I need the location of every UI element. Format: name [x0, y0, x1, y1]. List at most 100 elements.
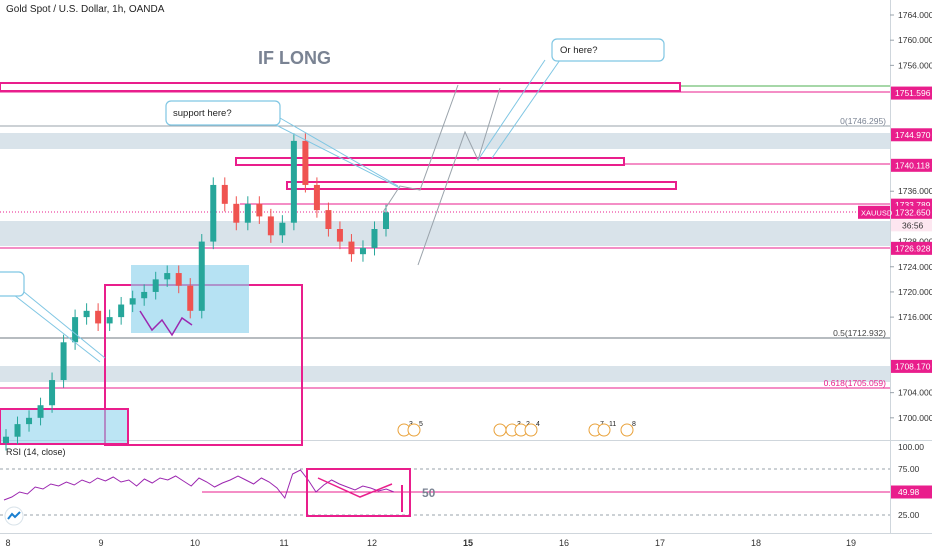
price-badge-text: 1732.650 [895, 207, 931, 217]
candle-body[interactable] [129, 298, 136, 305]
price-tick-label: 1720.000 [898, 287, 932, 297]
candle-body[interactable] [290, 140, 297, 223]
event-flag-icon[interactable] [493, 423, 507, 437]
candle-body[interactable] [371, 229, 378, 248]
price-axis[interactable]: 1764.000 1760.000 1756.000 1736.000 1724.000… [890, 10, 932, 423]
price-badge [891, 241, 932, 255]
rsi-50-annotation: 50 [422, 486, 436, 500]
event-count: 5 [419, 421, 423, 428]
event-flag-icon[interactable] [407, 423, 421, 437]
resistance-box-1740[interactable] [235, 157, 625, 166]
candle-body[interactable] [313, 184, 320, 211]
support-callout-box[interactable] [165, 100, 281, 126]
rsi-axis[interactable]: 100.00 75.00 25.00 49.98 [891, 442, 932, 520]
candle-body[interactable] [49, 380, 56, 406]
projection-path-1[interactable] [382, 84, 459, 213]
candle-body[interactable] [359, 247, 366, 255]
rsi-box[interactable] [306, 468, 411, 517]
time-label: 16 [559, 538, 569, 548]
event-flag-icon[interactable] [524, 423, 538, 437]
resistance-box-top[interactable] [0, 82, 681, 92]
event-flag-icon[interactable] [620, 423, 634, 437]
candle-body[interactable] [3, 436, 9, 443]
left-callout-box[interactable] [0, 271, 25, 297]
time-axis[interactable]: 8 9 10 11 12 15 16 17 18 19 [5, 538, 856, 548]
countdown-text: 36:56 [902, 220, 924, 230]
chart-header-title: Gold Spot / U.S. Dollar, 1h, OANDA [6, 4, 165, 15]
event-count: 8 [632, 421, 636, 428]
resistance-zone[interactable] [0, 133, 890, 149]
price-badge [891, 128, 932, 142]
or-here-callout-box[interactable] [551, 38, 665, 62]
event-count: 11 [609, 421, 616, 428]
event-count: 4 [536, 421, 540, 428]
rsi-tick-label: 100.00 [898, 442, 924, 452]
rsi-box-trendline[interactable] [317, 477, 393, 498]
candle-body[interactable] [175, 273, 182, 286]
candle-body[interactable] [267, 216, 274, 236]
fib-0-label: 0(1746.295) [840, 116, 886, 126]
base-box[interactable] [0, 408, 129, 445]
candle-body[interactable] [60, 342, 67, 381]
price-tick-label: 1760.000 [898, 35, 932, 45]
price-tick-label: 1700.000 [898, 413, 932, 423]
candle-body[interactable] [244, 203, 251, 223]
price-badges: 1751.596 1744.970 1740.118 1733.7891732.650… [858, 86, 932, 373]
current-zone[interactable] [0, 221, 890, 246]
candle-body[interactable] [141, 291, 148, 299]
fib-0.5-label: 0.5(1712.932) [833, 328, 886, 338]
rsi-line[interactable] [3, 469, 395, 501]
time-label: 11 [279, 538, 288, 548]
time-label: 19 [846, 538, 856, 548]
candle-body[interactable] [348, 241, 355, 255]
candle-body[interactable] [279, 222, 286, 236]
rsi-pane[interactable] [0, 441, 890, 533]
pattern-zigzag[interactable] [139, 310, 193, 337]
candle-body[interactable] [72, 317, 79, 343]
candle-body[interactable] [325, 210, 332, 229]
tv-logo [4, 506, 24, 526]
projection-path-2[interactable] [417, 87, 501, 266]
candle-body[interactable] [164, 273, 171, 280]
time-label: 18 [751, 538, 761, 548]
candle-body[interactable] [302, 140, 309, 185]
resistance-box-1736[interactable] [286, 181, 677, 190]
candle-body[interactable] [152, 279, 159, 292]
candle-body[interactable] [106, 317, 113, 324]
time-label: 9 [98, 538, 103, 548]
candle-body[interactable] [336, 229, 343, 242]
candle-body[interactable] [221, 184, 228, 204]
candle-series[interactable] [3, 133, 389, 451]
candle-body[interactable] [383, 212, 389, 229]
candle-body[interactable] [118, 304, 125, 318]
support-callout-leader-a [279, 117, 399, 187]
support-zone[interactable] [0, 366, 890, 382]
candle-body[interactable] [210, 184, 217, 242]
candle-body[interactable] [187, 285, 194, 311]
price-badge-text: 1744.970 [895, 130, 931, 140]
or-here-leader-b [477, 59, 546, 161]
price-tick-label: 1728.000 [898, 237, 932, 247]
price-tick-label: 1736.000 [898, 186, 932, 196]
price-badge [891, 158, 932, 172]
candle-body[interactable] [95, 310, 102, 324]
price-badge-text: 1740.118 [895, 160, 930, 170]
candle-body[interactable] [26, 417, 33, 425]
candle-body[interactable] [83, 310, 90, 318]
candle-body[interactable] [37, 405, 44, 418]
event-badges[interactable]: 353247118 [397, 421, 636, 437]
or-here-callout-text: Or here? [560, 45, 598, 56]
candle-body[interactable] [233, 203, 240, 223]
price-badge-text: 1751.596 [895, 88, 931, 98]
price-badge [891, 359, 932, 373]
candle-body[interactable] [198, 241, 205, 311]
event-flag-icon[interactable] [597, 423, 611, 437]
symbol-tag-text: XAUUSD [861, 208, 893, 217]
price-tick-label: 1704.000 [898, 388, 932, 398]
candle-body[interactable] [14, 424, 21, 437]
candle-body[interactable] [256, 203, 263, 217]
or-here-leader-a [491, 59, 561, 159]
price-badge-text: 1726.928 [895, 243, 931, 253]
rsi-value-text: 49.98 [898, 487, 920, 497]
